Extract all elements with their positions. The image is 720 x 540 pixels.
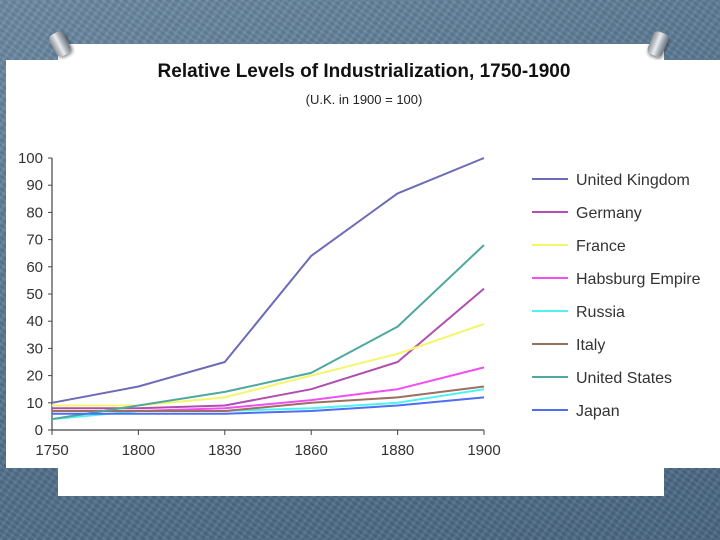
x-tick-label: 1860 [295,442,328,459]
legend-label: Germany [576,205,642,222]
y-tick-label: 10 [26,395,43,412]
y-tick-label: 20 [26,368,43,385]
y-tick-label: 80 [26,204,43,221]
x-tick-label: 1800 [122,442,155,459]
legend-label: France [576,238,626,255]
legend: United Kingdom Germany France Habsburg Empi… [532,172,701,420]
legend-label: United Kingdom [576,172,690,189]
line-chart: Relative Levels of Industrialization, 17… [18,61,701,459]
y-tick-label: 0 [35,422,43,439]
series-line-japan [52,396,485,415]
y-tick-label: 100 [18,150,43,167]
y-tick-label: 40 [26,313,43,330]
series-line-united-states [51,244,485,421]
series-line-united-kingdom [51,157,485,404]
y-tick-label: 60 [26,259,43,276]
x-tick-label: 1880 [381,442,414,459]
chart-subtitle: (U.K. in 1900 = 100) [306,92,423,107]
series-lines [51,157,485,421]
series-line-italy [52,385,485,412]
y-tick-label: 70 [26,232,43,249]
axes: 0 10 20 30 40 50 60 70 80 90 100 1750 1800 1830 1860 18… [18,150,501,459]
series-line-russia [51,388,485,421]
chart-card: Relative Levels of Industrialization, 17… [6,60,720,468]
y-tick-label: 30 [26,340,43,357]
legend-label: United States [576,370,672,387]
x-tick-label: 1750 [35,442,68,459]
legend-label: Japan [576,403,620,420]
x-tick-label: 1830 [208,442,241,459]
series-line-france [52,322,485,407]
legend-label: Habsburg Empire [576,271,701,288]
x-tick-label: 1900 [467,442,500,459]
y-tick-label: 50 [26,286,43,303]
legend-label: Italy [576,337,605,354]
legend-label: Russia [576,304,625,321]
chart-title: Relative Levels of Industrialization, 17… [158,61,571,82]
y-tick-label: 90 [26,177,43,194]
